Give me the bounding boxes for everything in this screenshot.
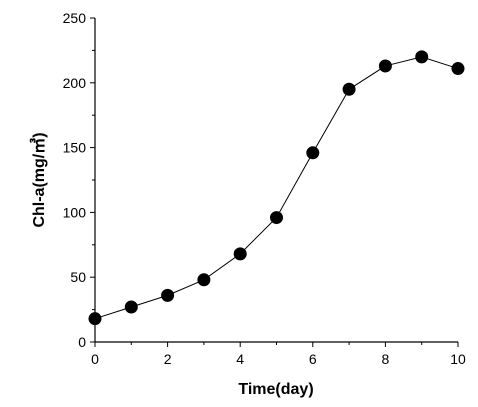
y-tick-label: 0 <box>78 334 86 350</box>
y-tick-label: 100 <box>63 204 87 220</box>
y-tick-label: 200 <box>63 75 87 91</box>
ticks: 0 50 100 150 200 250 0 2 4 6 8 10 <box>63 10 466 367</box>
data-point <box>342 82 356 96</box>
y-tick-label: 50 <box>70 269 86 285</box>
x-axis-title: Time(day) <box>238 381 313 398</box>
y-tick-label: 250 <box>63 10 87 26</box>
data-point <box>197 273 211 287</box>
data-point <box>378 59 392 73</box>
x-tick-label: 0 <box>91 351 99 367</box>
data-point <box>451 62 465 76</box>
data-point <box>306 146 320 160</box>
data-point <box>415 50 429 64</box>
data-point <box>233 247 247 261</box>
data-point <box>88 312 102 326</box>
y-tick-label: 150 <box>63 140 87 156</box>
y-axis-title: Chl-a(mg/㎥) <box>29 132 48 227</box>
series-group <box>88 50 465 326</box>
x-tick-label: 4 <box>236 351 244 367</box>
x-tick-label: 10 <box>450 351 466 367</box>
x-tick-label: 8 <box>382 351 390 367</box>
series-line <box>94 56 459 320</box>
axes <box>94 18 458 343</box>
x-tick-label: 6 <box>309 351 317 367</box>
data-point <box>161 288 175 302</box>
data-point <box>124 300 138 314</box>
x-tick-label: 2 <box>164 351 172 367</box>
data-point <box>270 211 283 225</box>
